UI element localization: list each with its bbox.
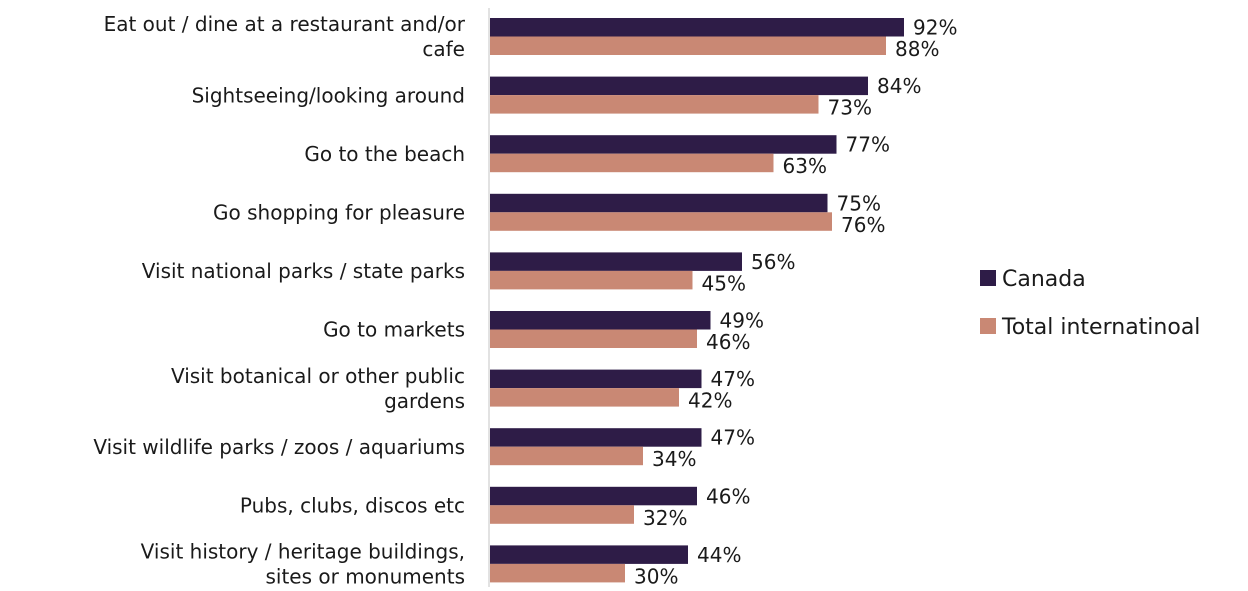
bar-total-international bbox=[490, 270, 693, 290]
category-label: Visit botanical or other public gardens bbox=[171, 364, 465, 413]
bar-canada bbox=[490, 486, 697, 506]
data-label: 49% bbox=[720, 309, 764, 333]
category-label: Go to markets bbox=[323, 318, 465, 342]
category-label-line: Visit history / heritage buildings, bbox=[141, 540, 465, 564]
bar-total-international bbox=[490, 36, 886, 55]
category-label-line: Go to markets bbox=[323, 318, 465, 342]
legend-swatch bbox=[980, 270, 996, 286]
bar-canada bbox=[490, 18, 904, 37]
bar-canada bbox=[490, 193, 828, 213]
category-label: Eat out / dine at a restaurant and/or caf… bbox=[104, 12, 466, 61]
category-label: Sightseeing/looking around bbox=[192, 83, 465, 107]
category-label-line: Sightseeing/looking around bbox=[192, 83, 465, 107]
category-label-line: Visit wildlife parks / zoos / aquariums bbox=[93, 435, 465, 459]
category-label-line: Eat out / dine at a restaurant and/or bbox=[104, 12, 466, 36]
data-label: 47% bbox=[711, 367, 755, 391]
data-label: 63% bbox=[783, 154, 827, 178]
data-label: 47% bbox=[711, 426, 755, 450]
category-label-line: Go shopping for pleasure bbox=[213, 201, 465, 225]
data-label: 32% bbox=[643, 506, 687, 530]
data-label: 30% bbox=[634, 564, 678, 587]
bar-canada bbox=[490, 311, 711, 330]
bar-canada bbox=[490, 135, 837, 154]
bar-total-international bbox=[490, 388, 679, 407]
bar-total-international bbox=[490, 505, 634, 524]
data-label: 34% bbox=[652, 447, 696, 471]
data-label: 42% bbox=[688, 389, 732, 413]
category-label-line: Go to the beach bbox=[304, 142, 465, 166]
data-label: 56% bbox=[751, 250, 795, 274]
data-label: 76% bbox=[841, 213, 885, 237]
legend-label: Canada bbox=[1002, 267, 1086, 292]
bar-canada bbox=[490, 252, 742, 271]
legend-label: Total internatinoal bbox=[1001, 315, 1200, 340]
bar-total-international bbox=[490, 329, 697, 348]
bar-total-international bbox=[490, 153, 774, 173]
bar-total-international bbox=[490, 563, 625, 583]
category-label-line: cafe bbox=[422, 37, 465, 61]
data-label: 92% bbox=[913, 16, 957, 40]
bar-canada bbox=[490, 369, 702, 389]
category-label: Visit national parks / state parks bbox=[142, 259, 465, 283]
data-label: 73% bbox=[828, 96, 872, 120]
data-label: 46% bbox=[706, 484, 750, 508]
data-label: 84% bbox=[877, 74, 921, 98]
legend-swatch bbox=[980, 318, 996, 334]
bar-canada bbox=[490, 76, 868, 96]
bar-canada bbox=[490, 545, 688, 564]
category-label-line: sites or monuments bbox=[265, 565, 465, 587]
data-label: 75% bbox=[837, 191, 881, 215]
category-label-line: Visit botanical or other public bbox=[171, 364, 465, 388]
data-label: 77% bbox=[846, 133, 890, 157]
category-label-line: gardens bbox=[384, 389, 465, 413]
category-label-line: Visit national parks / state parks bbox=[142, 259, 465, 283]
data-label: 46% bbox=[706, 330, 750, 354]
bar-canada bbox=[490, 428, 702, 447]
category-label: Go shopping for pleasure bbox=[213, 201, 465, 225]
data-label: 45% bbox=[702, 271, 746, 295]
category-label: Visit wildlife parks / zoos / aquariums bbox=[93, 435, 465, 459]
bar-total-international bbox=[490, 95, 819, 114]
category-label-line: Pubs, clubs, discos etc bbox=[240, 494, 465, 518]
category-label: Pubs, clubs, discos etc bbox=[240, 494, 465, 518]
data-label: 44% bbox=[697, 543, 741, 567]
bar-total-international bbox=[490, 446, 643, 466]
data-label: 88% bbox=[895, 37, 939, 61]
category-label: Visit history / heritage buildings, sites… bbox=[141, 540, 465, 587]
bar-total-international bbox=[490, 212, 832, 231]
category-label: Go to the beach bbox=[304, 142, 465, 166]
